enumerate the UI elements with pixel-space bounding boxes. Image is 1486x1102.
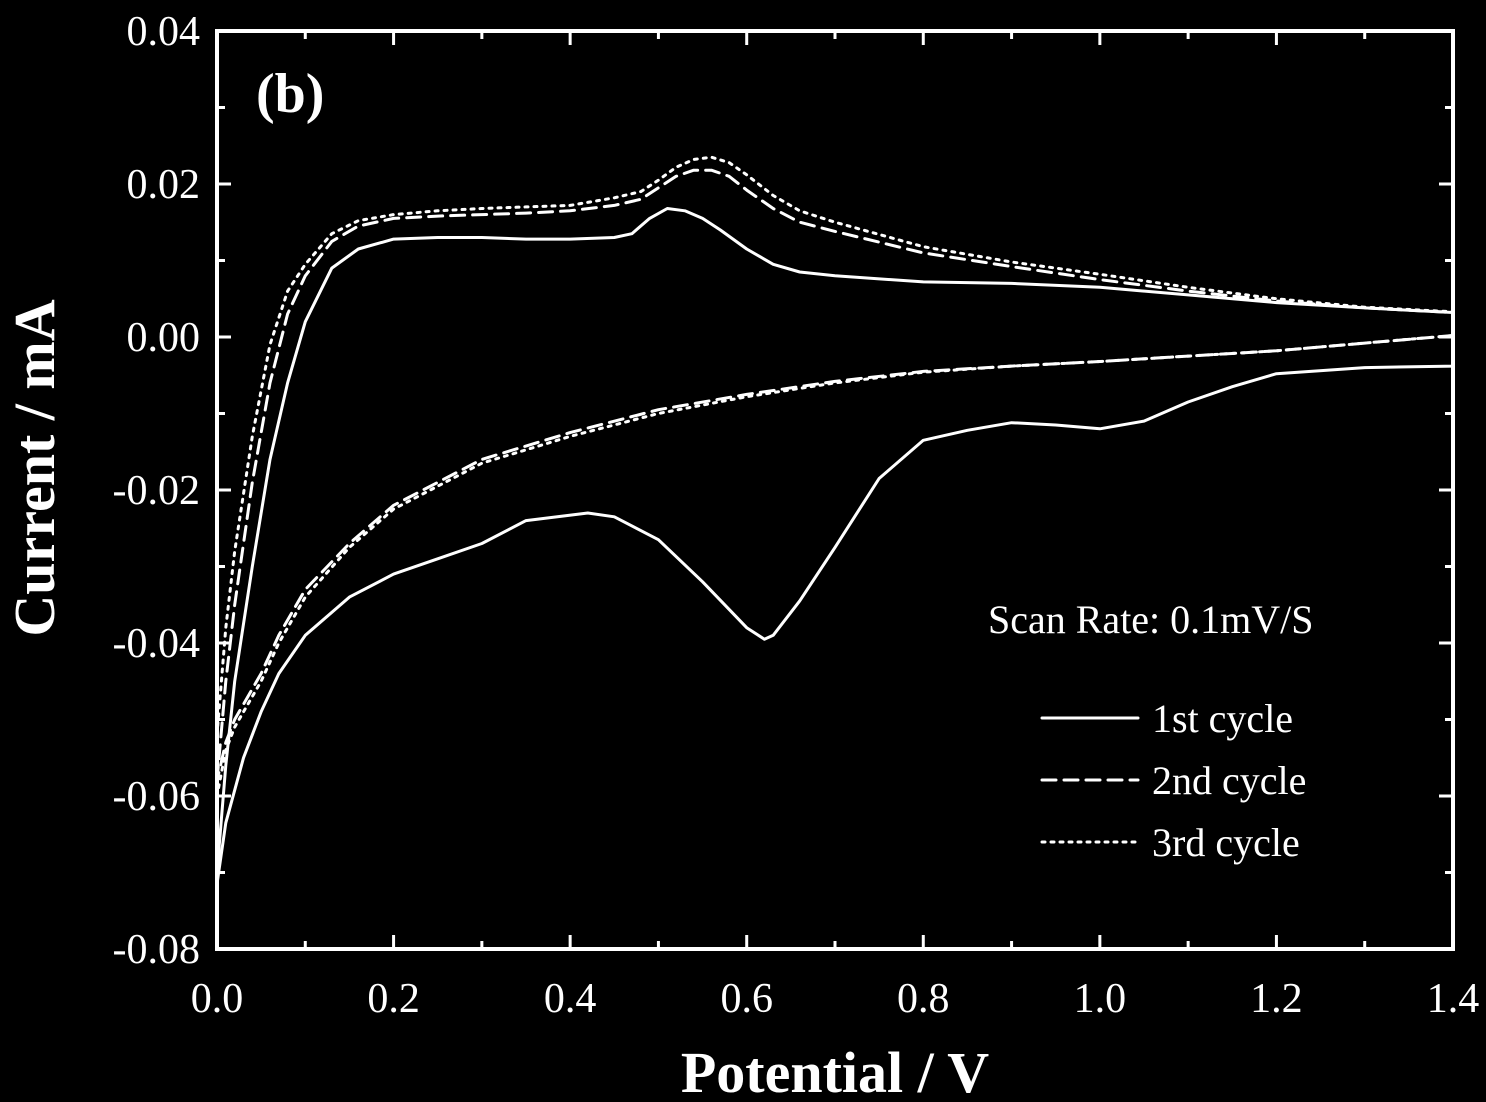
x-tick-label: 1.2: [1250, 976, 1303, 1022]
x-axis-title: Potential / V: [681, 1040, 989, 1102]
y-tick-label: 0.02: [127, 162, 201, 208]
series-line-3: [215, 155, 1455, 798]
x-tick-label: 0.2: [367, 976, 420, 1022]
x-tick-label: 1.0: [1074, 976, 1127, 1022]
legend-label-2: 2nd cycle: [1152, 758, 1306, 803]
x-tick-label: 0.0: [191, 976, 244, 1022]
panel-label: (b): [256, 63, 324, 125]
y-axis-title: Current / mA: [2, 299, 67, 636]
x-tick-label: 0.4: [544, 976, 597, 1022]
y-tick-label: -0.06: [113, 774, 201, 820]
legend-label-1: 1st cycle: [1152, 696, 1293, 741]
scan-rate-annotation: Scan Rate: 0.1mV/S: [988, 597, 1314, 642]
legend-label-3: 3rd cycle: [1152, 820, 1300, 865]
axis-ticks: 0.0 0.2 0.4 0.6 0.8 1.0 1.2 1.4 0.04 0.02 0.00 -0.0…: [113, 9, 1480, 1022]
x-tick-label: 1.4: [1427, 976, 1480, 1022]
y-tick-label: -0.04: [113, 621, 201, 667]
y-tick-label: -0.02: [113, 468, 201, 514]
y-tick-label: 0.04: [127, 9, 201, 55]
legend: 1st cycle 2nd cycle 3rd cycle: [1040, 696, 1306, 865]
x-tick-label: 0.8: [897, 976, 950, 1022]
y-tick-label: -0.08: [113, 927, 201, 973]
y-tick-label: 0.00: [127, 315, 201, 361]
x-tick-label: 0.6: [720, 976, 773, 1022]
plot-frame: [215, 29, 1455, 951]
series-line-2: [215, 168, 1455, 783]
